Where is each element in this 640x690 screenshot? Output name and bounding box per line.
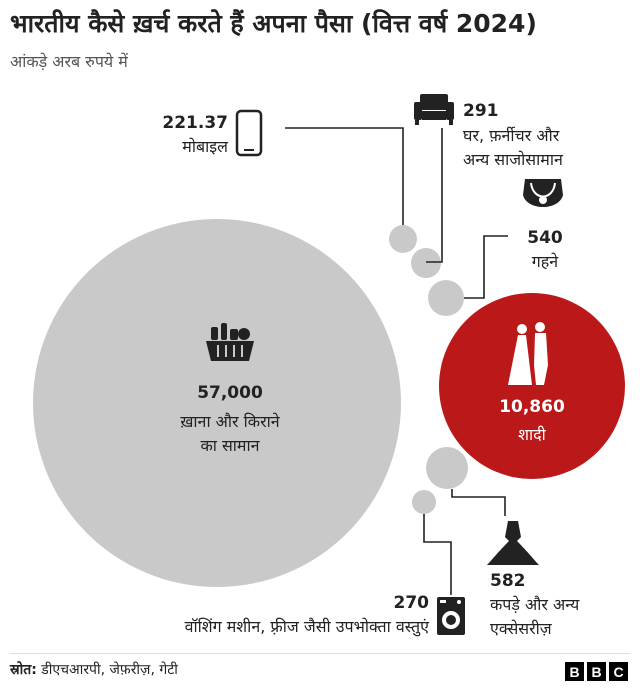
bbc-logo: B B C: [565, 662, 628, 681]
necklace-icon: [523, 179, 563, 207]
category-label-furniture: अन्य साजोसामान: [463, 150, 564, 169]
labels-layer: 57,000 ख़ाना और किराने का सामान 10,860 शादी 2…: [162, 101, 580, 638]
bubble-furniture: [411, 248, 441, 278]
bubble-chart: 57,000 ख़ाना और किराने का सामान 10,860 शादी 2…: [33, 94, 625, 638]
bubble-food: [33, 219, 401, 587]
washing-machine-icon: [437, 597, 465, 635]
category-label-jewellery: गहने: [532, 252, 560, 271]
bbc-logo-letter-2: B: [587, 662, 606, 681]
source-label: स्रोत:: [10, 662, 37, 678]
bubble-wedding: [439, 293, 625, 479]
connector-jewellery: [464, 235, 508, 299]
category-label-clothing: एक्सेसरीज़: [490, 619, 553, 638]
bubble-appliances: [412, 490, 436, 514]
value-label-jewellery: 540: [527, 228, 563, 248]
grocery-basket-icon: [206, 323, 254, 361]
value-label-mobile: 221.37: [162, 113, 228, 133]
bubble-clothing: [426, 447, 468, 489]
category-label-furniture: घर, फ़र्नीचर और: [463, 126, 560, 145]
dress-icon: [487, 521, 539, 565]
bubble-mobile: [389, 225, 417, 253]
category-label-wedding: शादी: [518, 425, 547, 444]
footer-divider: [10, 653, 630, 654]
category-label-mobile: मोबाइल: [182, 137, 229, 156]
value-label-furniture: 291: [463, 101, 499, 121]
value-label-appliances: 270: [394, 593, 430, 613]
category-label-food: का सामान: [200, 436, 260, 455]
category-label-appliances: वॉशिंग मशीन, फ़्रीज जैसी उपभोक्ता वस्तुए…: [185, 617, 431, 637]
connector-clothing: [451, 489, 506, 516]
bubbles-layer: [33, 219, 625, 587]
connector-furniture: [426, 128, 443, 263]
connector-mobile: [285, 127, 404, 225]
connector-appliances: [423, 514, 452, 595]
icons-layer: [206, 94, 563, 635]
value-label-food: 57,000: [197, 383, 263, 403]
mobile-phone-icon: [235, 109, 263, 157]
bride-groom-icon: [508, 322, 548, 385]
value-label-wedding: 10,860: [499, 397, 565, 417]
bubble-jewellery: [428, 280, 464, 316]
category-label-food: ख़ाना और किराने: [180, 412, 280, 431]
source-text: डीएचआरपी, जेफ़रीज़, गेटी: [41, 662, 178, 678]
chart-subtitle: आंकड़े अरब रुपये में: [10, 52, 128, 71]
value-label-clothing: 582: [490, 571, 526, 591]
bbc-logo-letter-1: B: [565, 662, 584, 681]
category-label-clothing: कपड़े और अन्य: [490, 595, 580, 614]
connectors-layer: [285, 127, 508, 595]
source-note: स्रोत: डीएचआरपी, जेफ़रीज़, गेटी: [10, 660, 178, 679]
sofa-icon: [414, 94, 454, 125]
bbc-logo-letter-3: C: [609, 662, 628, 681]
chart-title: भारतीय कैसे ख़र्च करते हैं अपना पैसा (वि…: [10, 9, 537, 38]
